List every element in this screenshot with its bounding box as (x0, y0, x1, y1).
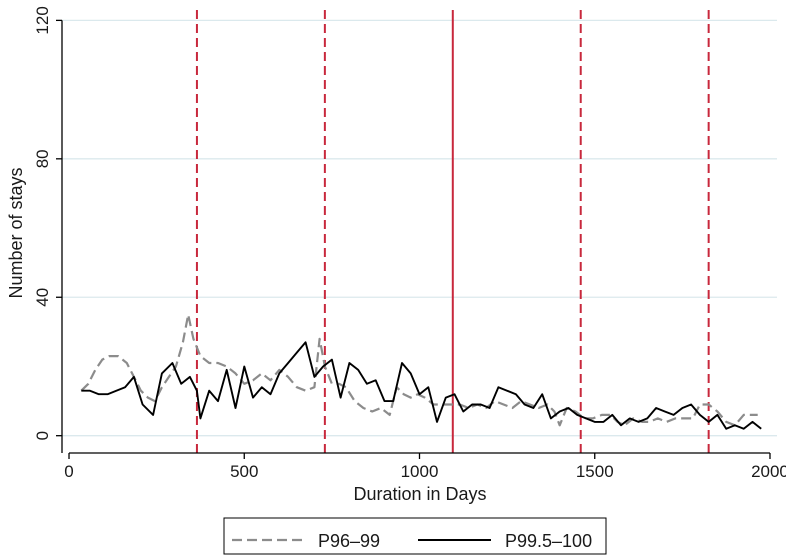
y-axis-title: Number of stays (6, 167, 26, 298)
y-tick-label-40: 40 (33, 288, 52, 307)
x-tick-label-1500: 1500 (576, 462, 614, 481)
series-layer (80, 313, 762, 430)
legend: P96–99 P99.5–100 (223, 517, 607, 555)
series-line-p99-5-100 (81, 341, 762, 430)
reference-lines (195, 10, 710, 453)
legend-frame (223, 517, 607, 555)
tick-labels: 0 500 1000 1500 2000 0 40 80 120 (33, 6, 786, 481)
y-tick-label-120: 120 (33, 6, 52, 34)
y-tick-label-0: 0 (33, 431, 52, 440)
x-tick-label-0: 0 (64, 462, 73, 481)
legend-label-p99-5-100: P99.5–100 (505, 531, 592, 551)
x-tick-label-500: 500 (230, 462, 258, 481)
y-tick-label-80: 80 (33, 149, 52, 168)
x-tick-label-1000: 1000 (401, 462, 439, 481)
x-axis-title: Duration in Days (353, 484, 486, 504)
gridlines (62, 19, 777, 437)
legend-label-p96-99: P96–99 (318, 531, 380, 551)
x-tick-label-2000: 2000 (751, 462, 786, 481)
